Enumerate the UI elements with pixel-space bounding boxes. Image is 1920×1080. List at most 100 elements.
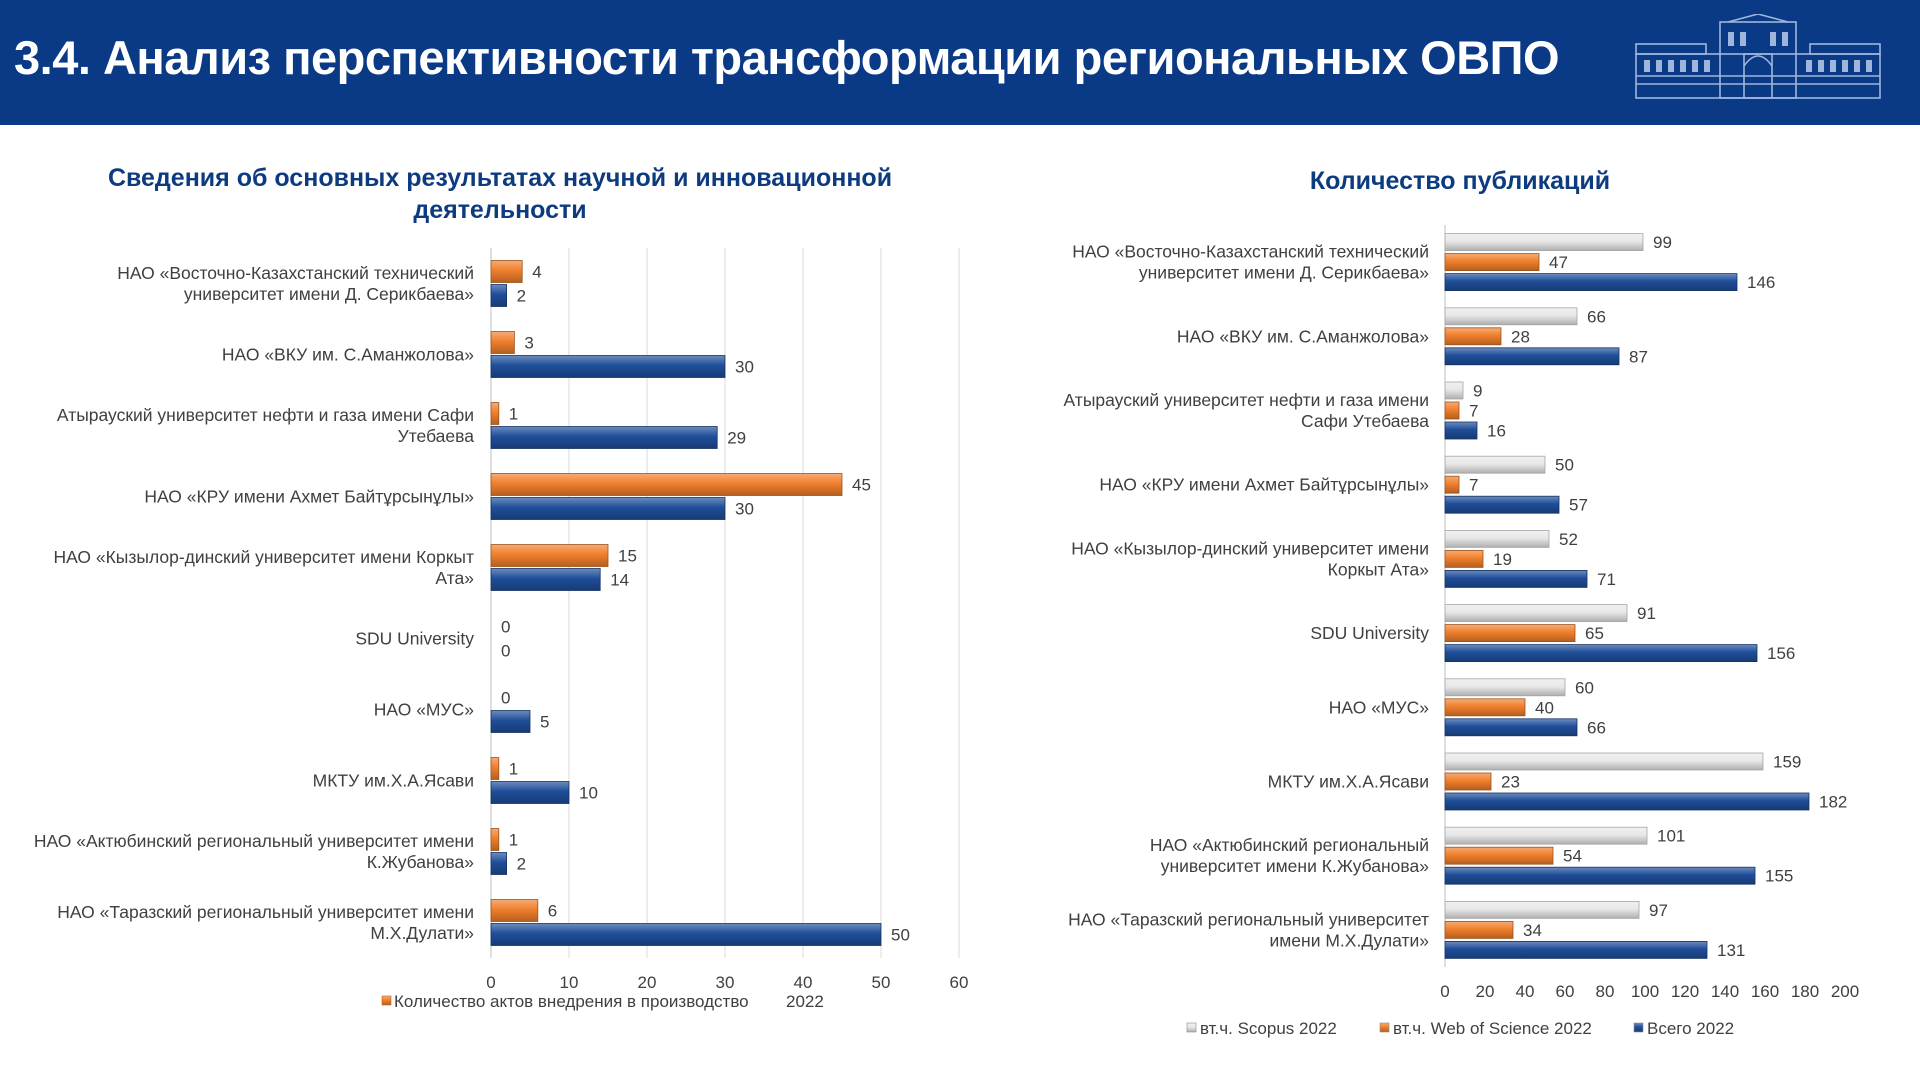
data-label: 66: [1587, 307, 1606, 326]
x-tick-label: 60: [950, 973, 969, 992]
bar: [1444, 624, 1576, 642]
bar: [1444, 644, 1758, 662]
legend-label: вт.ч. Web of Science 2022: [1393, 1019, 1592, 1038]
bar: [1444, 421, 1478, 440]
data-label: 9: [1473, 382, 1482, 401]
data-label: 65: [1585, 624, 1604, 643]
category-label: К.Жубанова»: [367, 852, 475, 872]
data-label: 4: [532, 263, 541, 282]
data-label: 50: [1555, 456, 1574, 475]
bar: [1444, 718, 1578, 737]
category-label: Сафи Утебаева: [1301, 411, 1429, 431]
data-label: 71: [1597, 570, 1616, 589]
data-label: 34: [1523, 921, 1542, 940]
bar: [490, 402, 500, 425]
bar: [490, 828, 500, 851]
data-label: 40: [1535, 698, 1554, 717]
data-label: 16: [1487, 422, 1506, 441]
bar: [1444, 604, 1628, 622]
data-label: 1: [509, 760, 518, 779]
category-label: НАО «МУС»: [374, 700, 474, 720]
bar: [1444, 846, 1554, 865]
bar: [490, 710, 531, 733]
bar: [1444, 866, 1756, 885]
header-bar: 3.4. Анализ перспективности трансформаци…: [0, 0, 1920, 125]
category-label: НАО «Актюбинский региональный: [1150, 835, 1429, 855]
bar: [1444, 455, 1546, 474]
x-tick-label: 20: [1476, 982, 1495, 1001]
bar: [1444, 550, 1484, 568]
bar: [1444, 495, 1560, 514]
data-label: 47: [1549, 253, 1568, 272]
bar: [490, 284, 508, 307]
x-tick-label: 140: [1711, 982, 1739, 1001]
data-label: 30: [735, 358, 754, 377]
bar: [1444, 570, 1588, 588]
university-building-logo: [1635, 14, 1881, 99]
bar: [1444, 475, 1460, 494]
x-tick-label: 200: [1831, 982, 1859, 1001]
data-label: 15: [618, 547, 637, 566]
bar: [1444, 921, 1514, 939]
x-tick-label: 40: [794, 973, 813, 992]
bar: [1444, 772, 1492, 791]
category-label: М.Х.Дулати»: [370, 923, 474, 943]
bar: [1444, 752, 1764, 771]
data-label: 50: [891, 926, 910, 945]
left-chart-title: Сведения об основных результатах научной…: [100, 162, 900, 226]
bar: [490, 426, 718, 449]
bar: [1444, 792, 1810, 811]
data-label: 101: [1657, 827, 1685, 846]
x-tick-label: 100: [1631, 982, 1659, 1001]
data-label: 23: [1501, 773, 1520, 792]
category-label: НАО «МУС»: [1329, 697, 1429, 717]
category-label: Коркыт Ата»: [1328, 559, 1430, 579]
data-label: 155: [1765, 867, 1793, 886]
x-tick-label: 50: [872, 973, 891, 992]
bar: [490, 781, 570, 804]
bar: [490, 757, 500, 780]
left-chart-title-line-2: деятельности: [413, 196, 587, 224]
data-label: 52: [1559, 530, 1578, 549]
data-label: 7: [1469, 402, 1478, 421]
page-title: 3.4. Анализ перспективности трансформаци…: [14, 31, 1560, 84]
bar: [490, 497, 726, 520]
bar: [490, 899, 539, 922]
data-label: 57: [1569, 496, 1588, 515]
category-label: НАО «Таразский региональный университет …: [57, 902, 474, 922]
category-label: НАО «ВКУ им. С.Аманжолова»: [1177, 326, 1429, 346]
category-label: SDU University: [355, 629, 474, 649]
category-label: университет имени Д. Серикбаева»: [1139, 263, 1429, 283]
x-tick-label: 30: [716, 973, 735, 992]
data-label: 99: [1653, 233, 1672, 252]
x-tick-label: 20: [638, 973, 657, 992]
x-tick-label: 60: [1556, 982, 1575, 1001]
x-tick-label: 180: [1791, 982, 1819, 1001]
category-label: университет имени Д. Серикбаева»: [184, 284, 474, 304]
data-label: 87: [1629, 347, 1648, 366]
bar: [490, 568, 601, 591]
bar: [490, 331, 515, 354]
data-label: 19: [1493, 550, 1512, 569]
bar: [490, 473, 843, 496]
data-label: 28: [1511, 327, 1530, 346]
category-label: НАО «КРУ имени Ахмет Байтұрсынұлы»: [144, 487, 474, 507]
data-label: 14: [610, 571, 629, 590]
category-label: НАО «Кызылор-динский университет имени К…: [53, 547, 474, 567]
category-label: НАО «Таразский региональный университет: [1068, 909, 1429, 929]
x-tick-label: 0: [1440, 982, 1449, 1001]
category-label: МКТУ им.Х.А.Ясави: [313, 771, 474, 791]
data-label: 6: [548, 902, 557, 921]
bar: [1444, 401, 1460, 420]
bar: [1444, 698, 1526, 717]
bar: [1444, 327, 1502, 346]
bar: [1444, 233, 1644, 252]
category-label: МКТУ им.Х.А.Ясави: [1268, 772, 1429, 792]
legend-label: Всего 2022: [1647, 1019, 1734, 1038]
legend-swatch: [1186, 1022, 1197, 1033]
data-label: 146: [1747, 273, 1775, 292]
legend-label: вт.ч. Scopus 2022: [1200, 1019, 1337, 1038]
data-label: 131: [1717, 941, 1745, 960]
bar: [1444, 273, 1738, 292]
